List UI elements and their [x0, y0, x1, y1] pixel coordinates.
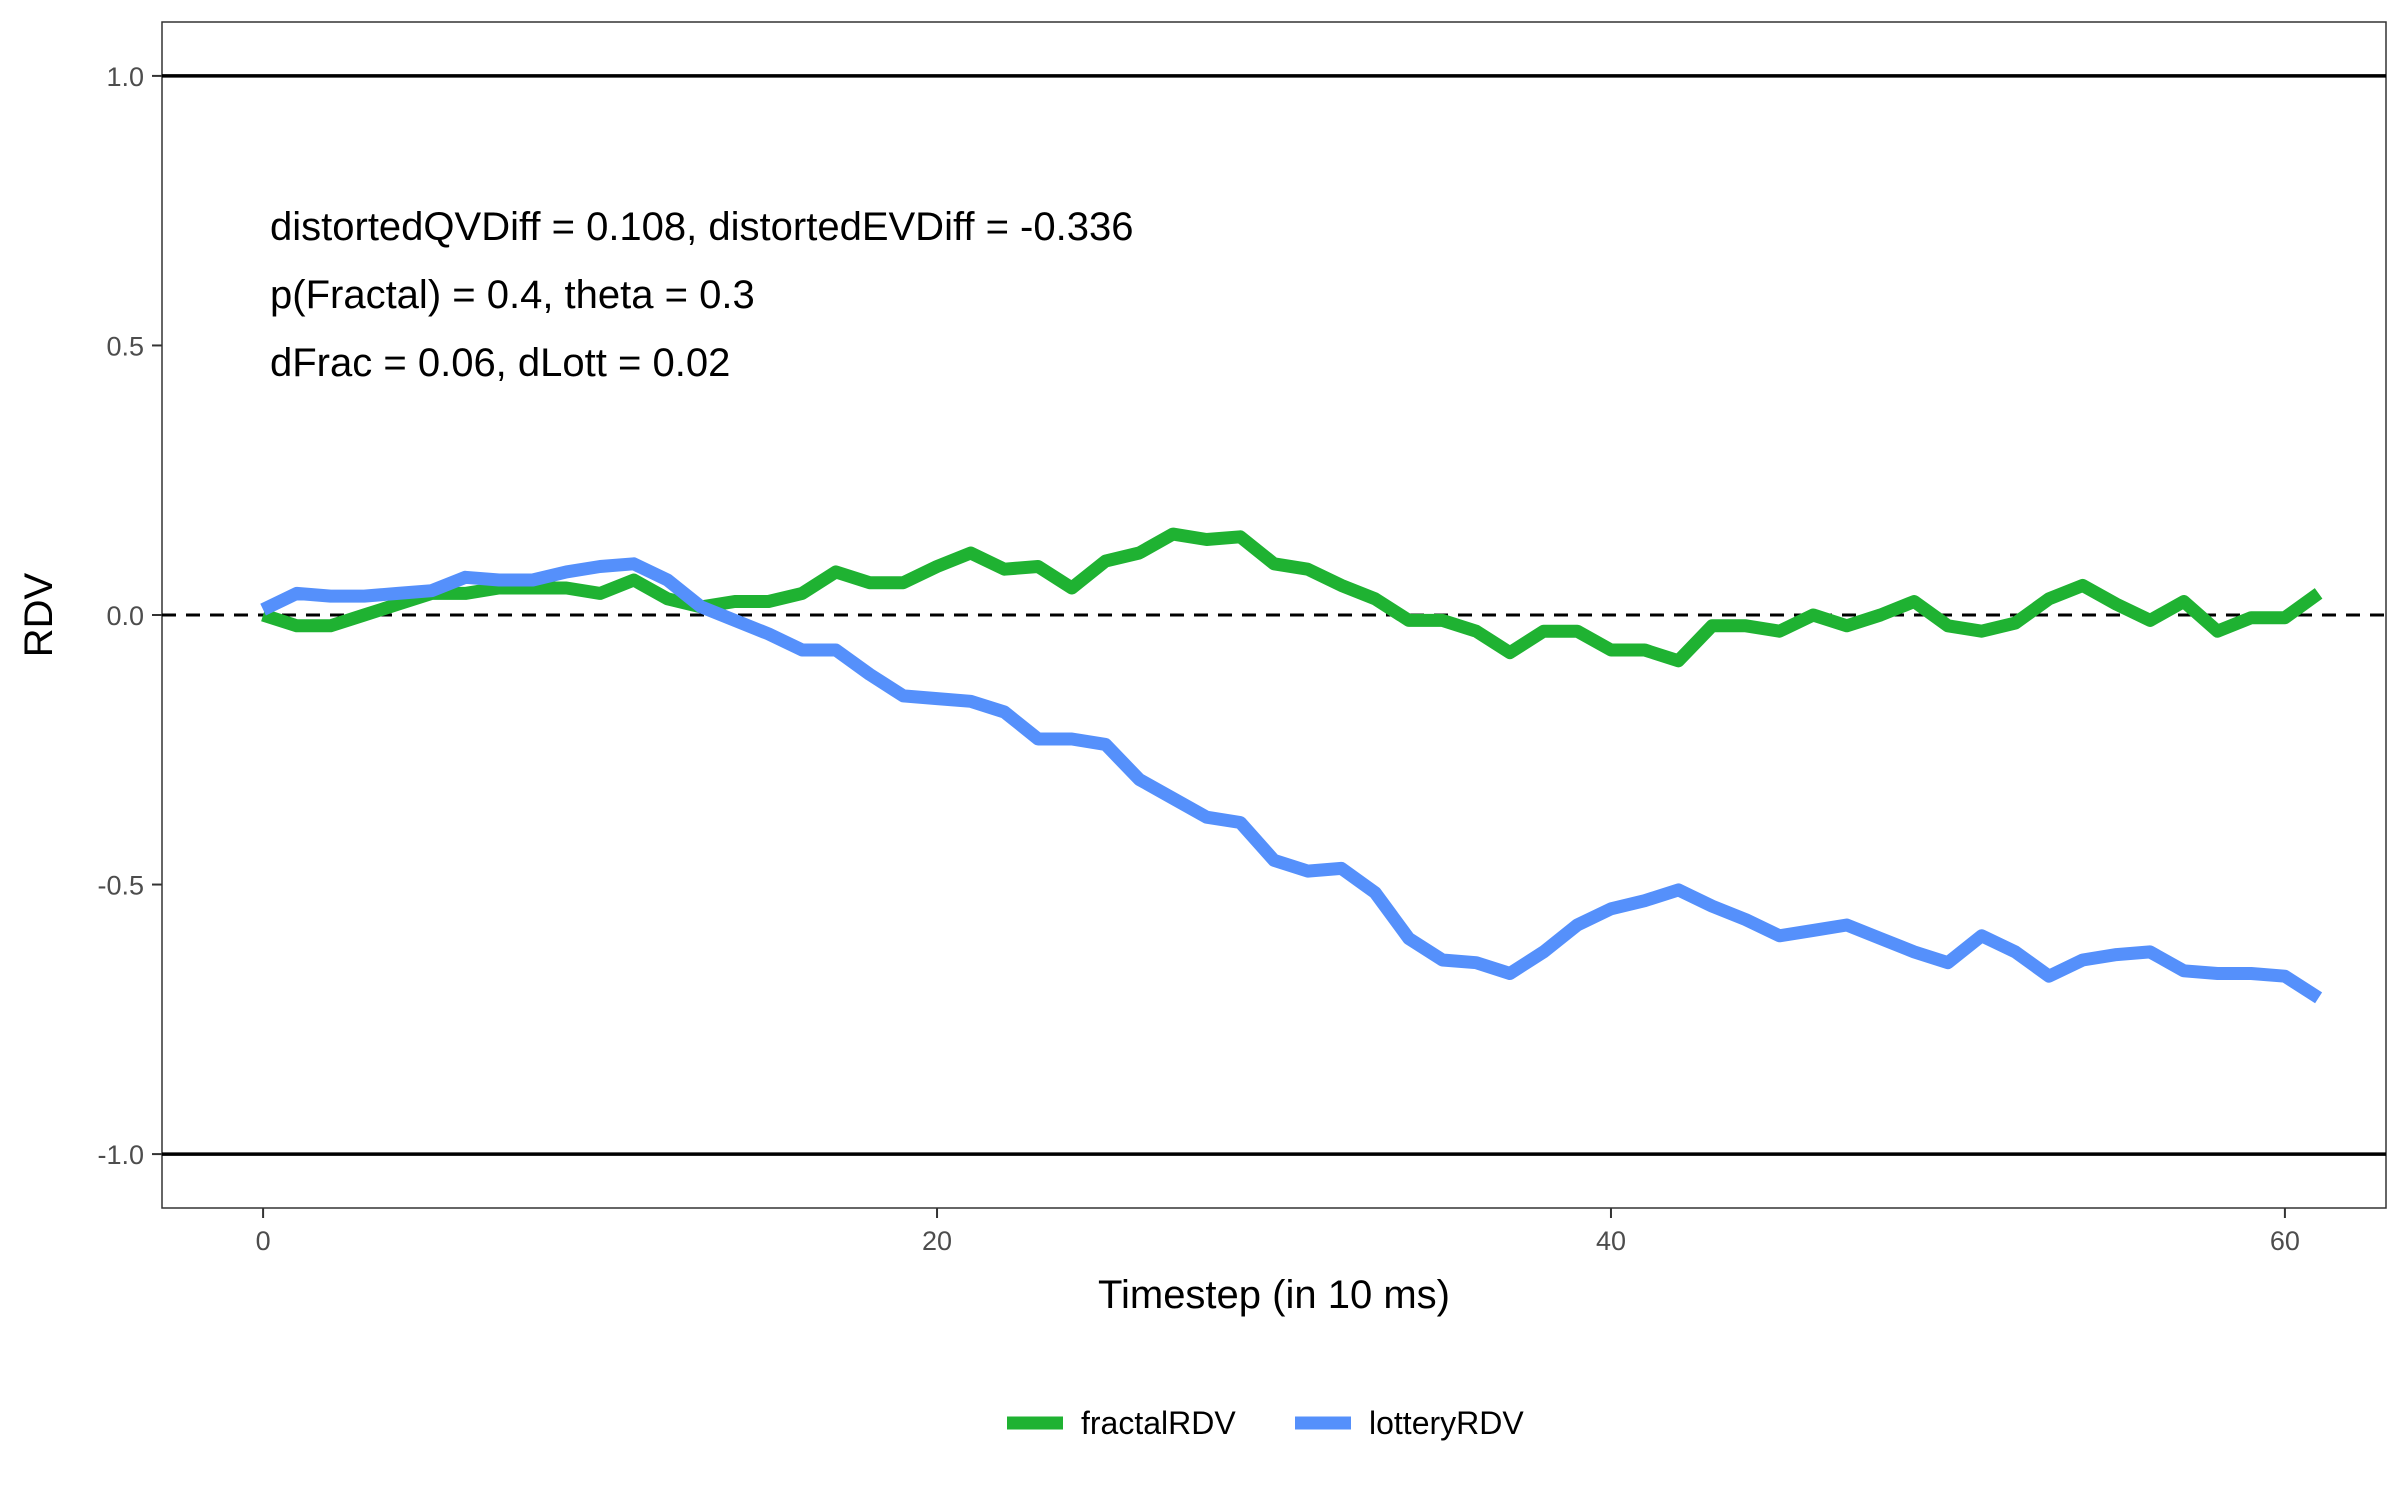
legend-label: fractalRDV: [1081, 1405, 1236, 1441]
y-tick-label: -0.5: [97, 871, 144, 901]
annotation-line-3: dFrac = 0.06, dLott = 0.02: [270, 341, 730, 385]
series-line-lotteryRDV: [260, 557, 2323, 1004]
annotation-block: distortedQVDiff = 0.108, distortedEVDiff…: [270, 205, 1133, 385]
x-tick-label: 60: [2270, 1226, 2300, 1256]
x-tick-label: 40: [1596, 1226, 1626, 1256]
x-tick-label: 20: [922, 1226, 952, 1256]
annotation-line-2: p(Fractal) = 0.4, theta = 0.3: [270, 273, 755, 317]
y-axis-title: RDV: [17, 572, 61, 657]
series-line-fractalRDV: [261, 527, 2323, 668]
annotation-line-1: distortedQVDiff = 0.108, distortedEVDiff…: [270, 205, 1133, 249]
y-axis: -1.0 -0.5 0.0 0.5 1.0: [97, 62, 162, 1170]
legend-item-lotteryRDV: lotteryRDV: [1295, 1405, 1524, 1441]
y-tick-label: -1.0: [97, 1140, 144, 1170]
x-axis-title: Timestep (in 10 ms): [1098, 1273, 1450, 1317]
y-tick-label: 1.0: [106, 62, 144, 92]
legend-item-fractalRDV: fractalRDV: [1007, 1405, 1236, 1441]
legend-label: lotteryRDV: [1369, 1405, 1524, 1441]
x-axis: 0 20 40 60: [256, 1208, 2300, 1256]
x-tick-label: 0: [256, 1226, 271, 1256]
series-lines: [260, 527, 2323, 1004]
legend: fractalRDV lotteryRDV: [1007, 1405, 1524, 1441]
reference-lines: [162, 74, 2386, 1156]
y-tick-label: 0.5: [106, 331, 144, 361]
y-tick-label: 0.0: [106, 601, 144, 631]
